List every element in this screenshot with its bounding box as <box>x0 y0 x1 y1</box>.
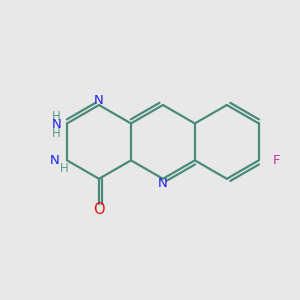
Text: N: N <box>52 118 61 131</box>
Text: H: H <box>60 162 68 175</box>
Text: H: H <box>52 110 61 123</box>
Text: F: F <box>272 154 280 167</box>
Text: N: N <box>50 154 59 167</box>
Text: O: O <box>93 202 105 217</box>
Text: H: H <box>52 127 60 140</box>
Text: N: N <box>158 177 168 190</box>
Text: N: N <box>94 94 104 107</box>
